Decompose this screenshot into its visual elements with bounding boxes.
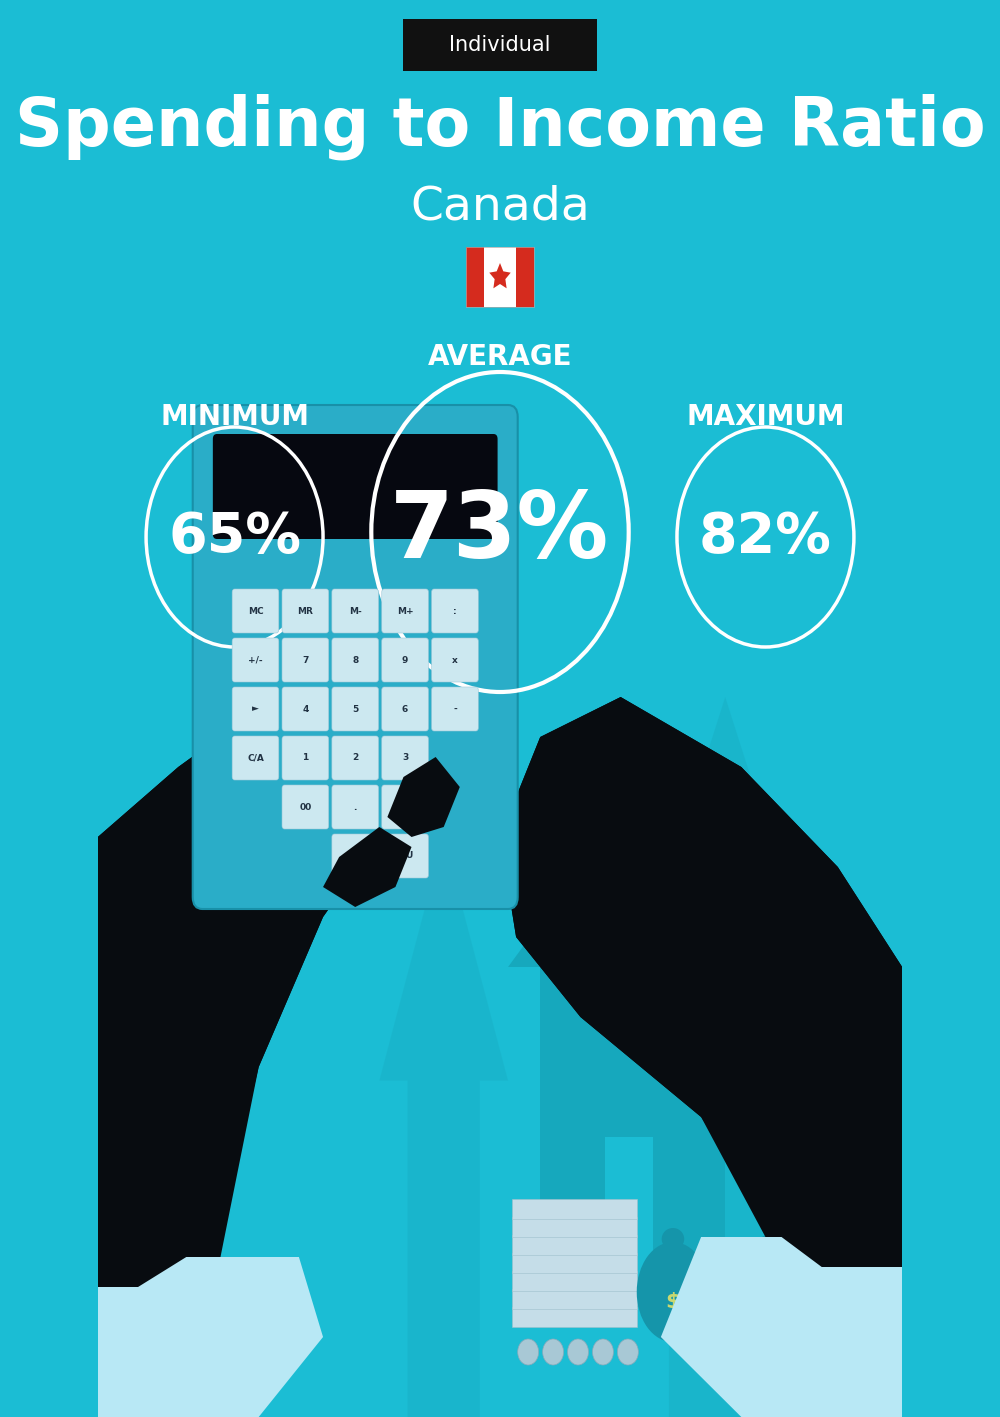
Text: 9: 9 xyxy=(402,656,408,665)
Text: Individual: Individual xyxy=(449,35,551,55)
Polygon shape xyxy=(323,828,412,907)
Text: 73%: 73% xyxy=(390,487,610,577)
Circle shape xyxy=(568,1339,588,1365)
FancyBboxPatch shape xyxy=(282,589,329,633)
Text: 3: 3 xyxy=(402,754,408,762)
Polygon shape xyxy=(500,697,902,1417)
FancyBboxPatch shape xyxy=(466,247,534,307)
FancyBboxPatch shape xyxy=(332,687,379,731)
FancyBboxPatch shape xyxy=(213,434,498,538)
FancyBboxPatch shape xyxy=(332,589,379,633)
Text: AVERAGE: AVERAGE xyxy=(428,343,572,371)
Text: %: % xyxy=(351,852,360,860)
FancyBboxPatch shape xyxy=(282,687,329,731)
Text: 8: 8 xyxy=(352,656,358,665)
Text: M-: M- xyxy=(349,606,362,615)
Polygon shape xyxy=(669,857,689,937)
Circle shape xyxy=(617,1339,638,1365)
Ellipse shape xyxy=(637,1241,709,1342)
Text: $: $ xyxy=(775,1291,804,1333)
Circle shape xyxy=(543,1339,564,1365)
Text: Canada: Canada xyxy=(410,184,590,230)
Ellipse shape xyxy=(773,1209,806,1241)
Text: x: x xyxy=(452,656,458,665)
Ellipse shape xyxy=(727,1230,852,1374)
FancyBboxPatch shape xyxy=(382,638,428,682)
FancyBboxPatch shape xyxy=(512,1306,637,1326)
FancyBboxPatch shape xyxy=(512,1289,637,1309)
Text: M+: M+ xyxy=(397,606,413,615)
FancyBboxPatch shape xyxy=(512,1253,637,1272)
Text: 00: 00 xyxy=(299,802,311,812)
Text: 6: 6 xyxy=(402,704,408,714)
FancyBboxPatch shape xyxy=(332,785,379,829)
Text: MINIMUM: MINIMUM xyxy=(160,402,309,431)
Text: -: - xyxy=(453,704,457,714)
Text: 5: 5 xyxy=(352,704,358,714)
FancyBboxPatch shape xyxy=(282,785,329,829)
FancyBboxPatch shape xyxy=(282,638,329,682)
Polygon shape xyxy=(98,667,403,1417)
FancyBboxPatch shape xyxy=(512,1236,637,1255)
Polygon shape xyxy=(387,757,460,837)
FancyBboxPatch shape xyxy=(232,589,279,633)
Text: MC: MC xyxy=(248,606,263,615)
Text: ►: ► xyxy=(252,704,259,714)
Text: 2: 2 xyxy=(352,754,358,762)
FancyBboxPatch shape xyxy=(382,785,428,829)
Text: 65%: 65% xyxy=(168,510,301,564)
Polygon shape xyxy=(379,837,508,1417)
Text: 82%: 82% xyxy=(699,510,832,564)
FancyBboxPatch shape xyxy=(382,589,428,633)
Text: 1: 1 xyxy=(302,754,308,762)
FancyBboxPatch shape xyxy=(232,735,279,779)
FancyBboxPatch shape xyxy=(516,247,534,307)
FancyBboxPatch shape xyxy=(282,735,329,779)
Circle shape xyxy=(518,1339,539,1365)
Text: .: . xyxy=(354,802,357,812)
FancyBboxPatch shape xyxy=(332,835,379,879)
Text: +/-: +/- xyxy=(248,656,263,665)
FancyBboxPatch shape xyxy=(232,638,279,682)
Text: 7: 7 xyxy=(302,656,309,665)
Polygon shape xyxy=(605,1136,653,1316)
FancyBboxPatch shape xyxy=(382,735,428,779)
Text: 4: 4 xyxy=(302,704,309,714)
Text: Spending to Income Ratio: Spending to Income Ratio xyxy=(15,94,985,160)
FancyBboxPatch shape xyxy=(232,687,279,731)
FancyBboxPatch shape xyxy=(432,589,478,633)
FancyBboxPatch shape xyxy=(512,1199,637,1219)
Polygon shape xyxy=(508,796,757,966)
Polygon shape xyxy=(98,1257,323,1417)
Polygon shape xyxy=(500,697,902,1267)
FancyBboxPatch shape xyxy=(512,1271,637,1291)
Text: MAXIMUM: MAXIMUM xyxy=(686,402,845,431)
Polygon shape xyxy=(98,667,403,1287)
Text: MR: MR xyxy=(297,606,313,615)
FancyBboxPatch shape xyxy=(512,1217,637,1237)
Text: 0: 0 xyxy=(402,802,408,812)
Ellipse shape xyxy=(662,1229,684,1250)
Polygon shape xyxy=(629,697,822,1417)
FancyBboxPatch shape xyxy=(332,735,379,779)
FancyBboxPatch shape xyxy=(193,405,518,908)
Text: :: : xyxy=(453,606,457,615)
FancyBboxPatch shape xyxy=(432,687,478,731)
Circle shape xyxy=(593,1339,613,1365)
Polygon shape xyxy=(661,1237,902,1417)
FancyBboxPatch shape xyxy=(382,687,428,731)
FancyBboxPatch shape xyxy=(466,247,484,307)
FancyBboxPatch shape xyxy=(432,638,478,682)
FancyBboxPatch shape xyxy=(403,18,597,71)
Text: $: $ xyxy=(665,1292,681,1312)
Polygon shape xyxy=(489,264,511,288)
FancyBboxPatch shape xyxy=(332,638,379,682)
Polygon shape xyxy=(540,966,725,1316)
FancyBboxPatch shape xyxy=(382,835,428,879)
Text: C/A: C/A xyxy=(247,754,264,762)
Text: MU: MU xyxy=(397,852,413,860)
